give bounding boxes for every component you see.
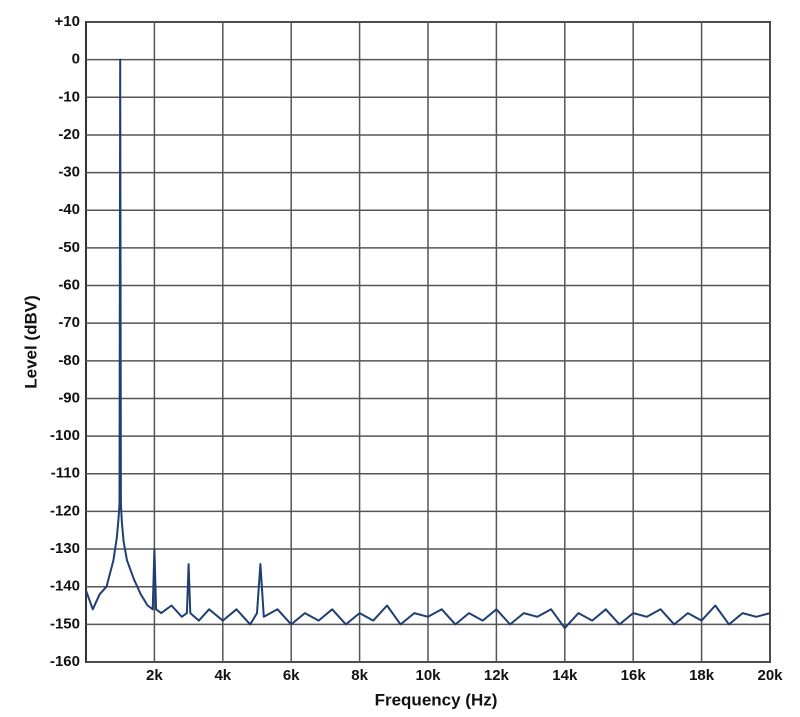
y-tick-label: -90 <box>58 389 80 406</box>
x-tick-label: 12k <box>484 667 510 684</box>
y-tick-label: -110 <box>51 465 80 482</box>
y-tick-label: -130 <box>50 540 80 557</box>
x-tick-label: 2k <box>146 667 163 684</box>
y-tick-label: -120 <box>50 502 80 519</box>
y-tick-label: -150 <box>50 615 80 632</box>
x-tick-label: 18k <box>689 667 715 684</box>
x-tick-label: 6k <box>283 667 300 684</box>
y-tick-label: -70 <box>58 314 80 331</box>
x-axis-label: Frequency (Hz) <box>375 690 498 709</box>
y-tick-label: +10 <box>55 13 80 30</box>
x-tick-label: 20k <box>757 667 783 684</box>
spectrum-line <box>85 58 771 630</box>
y-tick-label: -30 <box>58 164 80 181</box>
x-tick-label: 4k <box>214 667 231 684</box>
y-tick-label: -60 <box>58 276 80 293</box>
x-tick-label: 8k <box>351 667 368 684</box>
y-tick-label: -140 <box>50 578 80 595</box>
x-tick-label: 14k <box>552 667 578 684</box>
y-tick-label: -10 <box>58 88 80 105</box>
y-tick-label: -160 <box>50 653 80 670</box>
x-tick-label: 16k <box>621 667 647 684</box>
y-tick-label: -50 <box>58 239 80 256</box>
y-tick-label: -20 <box>58 126 80 143</box>
y-tick-label: 0 <box>72 51 80 68</box>
x-tick-label: 10k <box>415 667 441 684</box>
y-axis-label: Level (dBV) <box>21 295 40 389</box>
y-tick-label: -80 <box>58 352 80 369</box>
y-tick-label: -40 <box>58 201 80 218</box>
y-tick-label: -100 <box>50 427 80 444</box>
